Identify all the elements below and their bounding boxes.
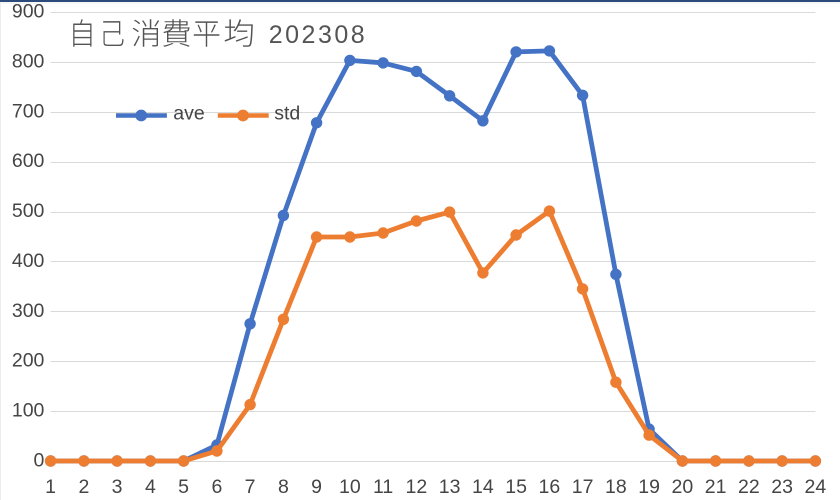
svg-text:15: 15: [505, 476, 527, 498]
svg-text:11: 11: [373, 476, 393, 498]
svg-text:3: 3: [112, 476, 123, 498]
svg-text:800: 800: [12, 50, 45, 72]
svg-text:0: 0: [34, 450, 45, 472]
svg-text:16: 16: [539, 476, 561, 498]
svg-text:19: 19: [638, 476, 660, 498]
svg-text:21: 21: [705, 476, 727, 498]
svg-text:18: 18: [605, 476, 627, 498]
svg-text:6: 6: [211, 476, 222, 498]
svg-text:23: 23: [771, 476, 793, 498]
svg-text:ave: ave: [173, 103, 204, 125]
svg-text:22: 22: [738, 476, 760, 498]
svg-text:8: 8: [278, 476, 289, 498]
svg-text:5: 5: [178, 476, 189, 498]
svg-text:12: 12: [406, 476, 428, 498]
svg-text:600: 600: [12, 150, 45, 172]
svg-text:300: 300: [12, 300, 45, 322]
svg-text:1: 1: [45, 476, 56, 498]
svg-text:14: 14: [472, 476, 494, 498]
svg-text:24: 24: [805, 476, 827, 498]
svg-text:20: 20: [672, 476, 694, 498]
svg-text:200: 200: [12, 350, 45, 372]
svg-text:500: 500: [12, 200, 45, 222]
svg-text:700: 700: [12, 100, 45, 122]
svg-text:2: 2: [78, 476, 89, 498]
svg-text:7: 7: [245, 476, 256, 498]
svg-text:10: 10: [339, 476, 361, 498]
svg-text:13: 13: [439, 476, 461, 498]
svg-text:4: 4: [145, 476, 156, 498]
svg-text:400: 400: [12, 250, 45, 272]
svg-text:9: 9: [311, 476, 322, 498]
svg-text:17: 17: [572, 476, 594, 498]
svg-text:std: std: [274, 103, 300, 125]
svg-text:100: 100: [12, 400, 45, 422]
svg-text:900: 900: [12, 1, 45, 23]
